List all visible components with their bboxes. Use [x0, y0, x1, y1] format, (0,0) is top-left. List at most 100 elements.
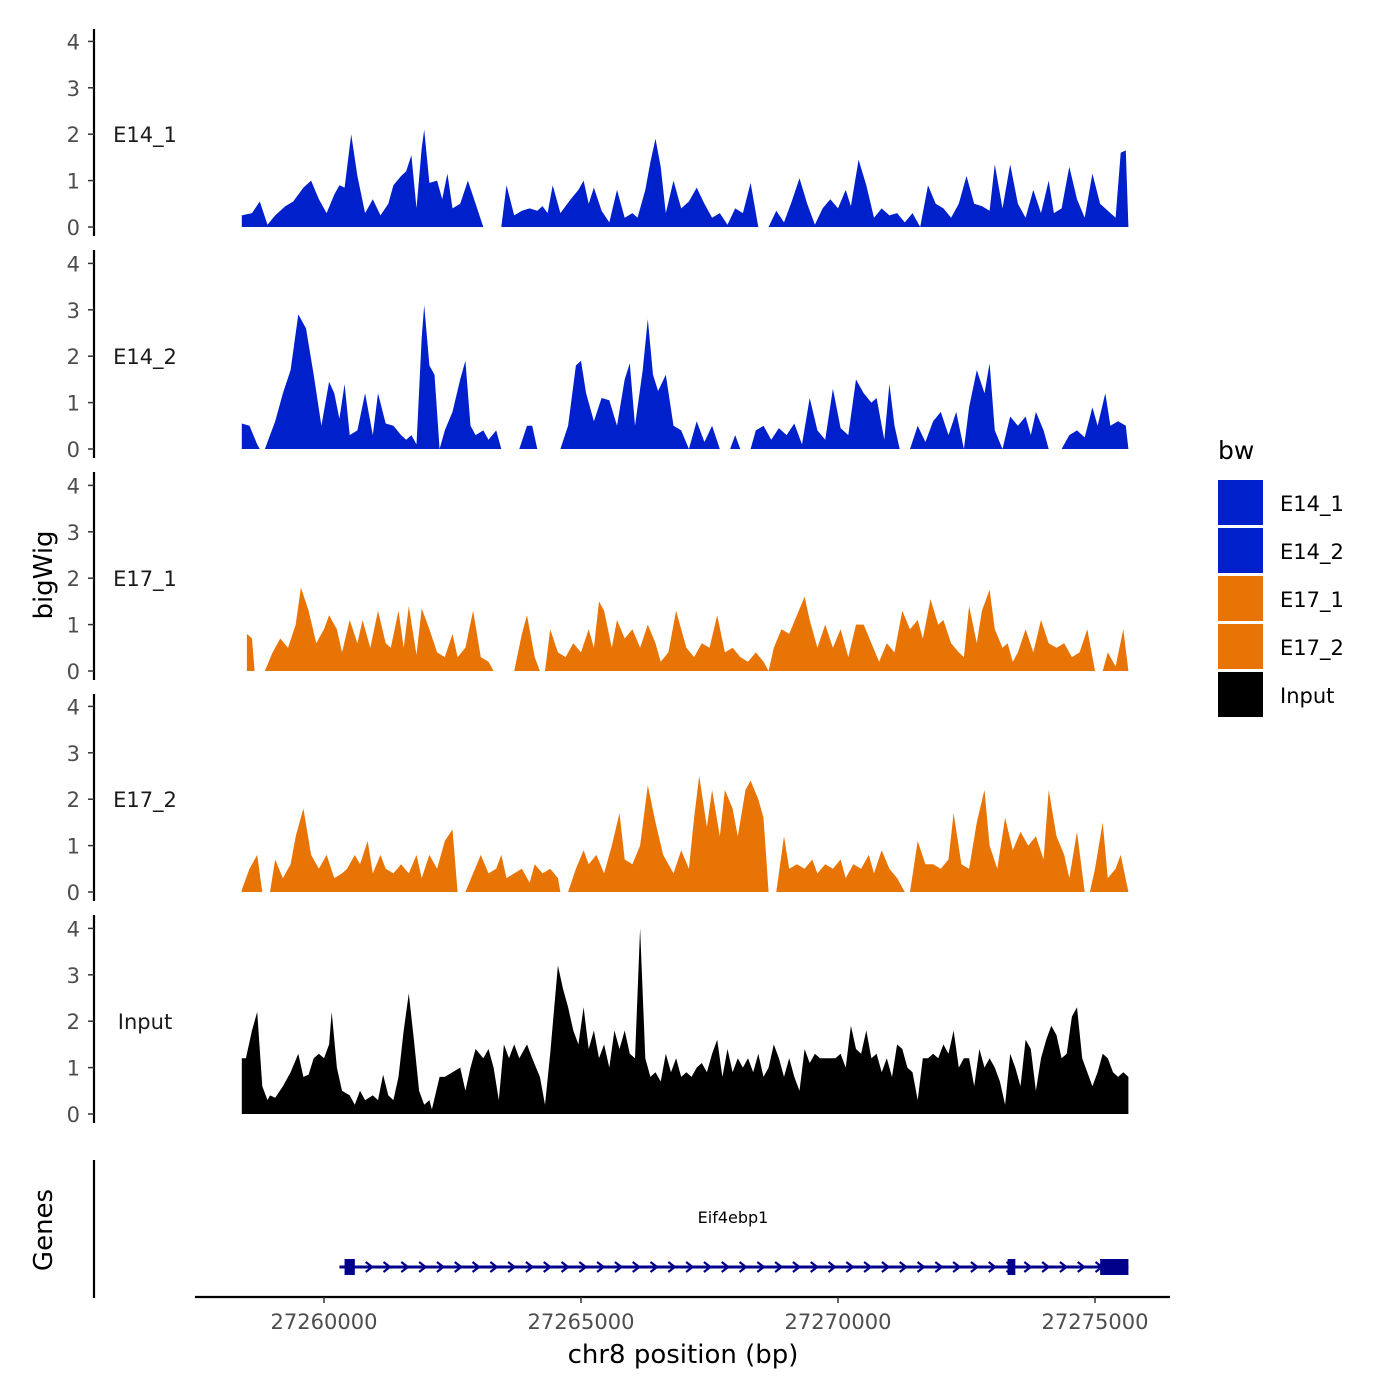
y-axis-title: bigWig — [29, 530, 59, 619]
strand-arrow — [810, 1261, 820, 1273]
legend-item-E17_1: E17_1 — [1218, 576, 1344, 621]
y-tick-label: 4 — [67, 917, 80, 941]
strand-arrow — [489, 1261, 499, 1273]
strand-arrow — [970, 1261, 980, 1273]
strand-arrow — [525, 1261, 535, 1273]
strand-arrow — [667, 1261, 677, 1273]
strand-arrow — [863, 1261, 873, 1273]
track-label: E14_2 — [113, 345, 177, 370]
strand-arrow — [827, 1261, 837, 1273]
signal-tracks: 0 1 2 3 4 E14_1 0 1 2 3 4 E14_2 0 1 2 3 4 E17_1 0 1 2 3 4 E17_2… — [67, 29, 1129, 1127]
y-tick-label: 4 — [67, 30, 80, 54]
legend-label: Input — [1280, 684, 1334, 708]
gene-exon — [1007, 1259, 1016, 1275]
strand-arrow — [685, 1261, 695, 1273]
y-tick-label: 4 — [67, 695, 80, 719]
y-tick-label: 3 — [67, 521, 80, 545]
legend-item-E14_2: E14_2 — [1218, 528, 1344, 573]
legend-label: E17_1 — [1280, 588, 1344, 613]
strand-arrow — [614, 1261, 624, 1273]
legend-swatch — [1218, 624, 1263, 669]
strand-arrow — [382, 1261, 392, 1273]
y-tick-label: 1 — [67, 392, 80, 416]
legend-swatch — [1218, 528, 1263, 573]
y-tick-label: 0 — [67, 1103, 80, 1127]
x-axis: 27260000 27265000 27270000 27275000 — [195, 1295, 1170, 1334]
track-label: E17_2 — [113, 788, 177, 813]
track-Input: 0 1 2 3 4 Input — [67, 915, 1129, 1127]
strand-arrow — [721, 1261, 731, 1273]
strand-arrow — [881, 1261, 891, 1273]
y-tick-label: 2 — [67, 1010, 80, 1034]
y-tick-label: 0 — [67, 881, 80, 905]
legend: bw E14_1 E14_2 E17_1 E17_2 Input — [1218, 436, 1344, 717]
legend-label: E17_2 — [1280, 636, 1344, 661]
strand-arrow — [632, 1261, 642, 1273]
strand-arrow — [596, 1261, 606, 1273]
y-tick-label: 3 — [67, 964, 80, 988]
strand-arrow — [507, 1261, 517, 1273]
strand-arrow — [1041, 1261, 1051, 1273]
strand-arrow — [899, 1261, 909, 1273]
strand-arrow — [543, 1261, 553, 1273]
y-tick-label: 2 — [67, 345, 80, 369]
gene-name-label: Eif4ebp1 — [698, 1208, 769, 1227]
genes-track: Genes Eif4ebp1 — [29, 1160, 1129, 1298]
strand-arrow — [934, 1261, 944, 1273]
signal-area-E17_1 — [246, 587, 1129, 671]
y-tick-label: 1 — [67, 614, 80, 638]
strand-arrow — [365, 1261, 375, 1273]
strand-arrow — [1059, 1261, 1069, 1273]
strand-arrow — [952, 1261, 962, 1273]
legend-item-E17_2: E17_2 — [1218, 624, 1344, 669]
strand-arrow — [845, 1261, 855, 1273]
signal-area-E14_1 — [241, 129, 1129, 227]
strand-arrow — [1077, 1261, 1087, 1273]
legend-label: E14_2 — [1280, 540, 1344, 565]
legend-item-E14_1: E14_1 — [1218, 480, 1344, 525]
y-tick-label: 1 — [67, 1057, 80, 1081]
x-tick-label: 27275000 — [1042, 1310, 1149, 1334]
y-tick-label: 4 — [67, 252, 80, 276]
genes-track-label: Genes — [29, 1189, 59, 1271]
y-tick-label: 1 — [67, 835, 80, 859]
x-tick-label: 27270000 — [785, 1310, 892, 1334]
track-E14_2: 0 1 2 3 4 E14_2 — [67, 250, 1129, 462]
track-E14_1: 0 1 2 3 4 E14_1 — [67, 29, 1129, 240]
legend-swatch — [1218, 480, 1263, 525]
x-tick-label: 27260000 — [271, 1310, 378, 1334]
strand-arrow — [916, 1261, 926, 1273]
gene-exon — [344, 1259, 355, 1275]
strand-arrow — [436, 1261, 446, 1273]
y-tick-label: 2 — [67, 788, 80, 812]
y-tick-label: 0 — [67, 660, 80, 684]
strand-arrow — [1023, 1261, 1033, 1273]
strand-arrow — [792, 1261, 802, 1273]
legend-item-Input: Input — [1218, 672, 1334, 717]
track-label: Input — [118, 1010, 172, 1034]
legend-swatch — [1218, 672, 1263, 717]
y-tick-label: 4 — [67, 474, 80, 498]
track-E17_1: 0 1 2 3 4 E17_1 — [67, 472, 1129, 684]
track-label: E17_1 — [113, 567, 177, 592]
signal-area-E14_2 — [241, 305, 1129, 449]
legend-label: E14_1 — [1280, 492, 1344, 517]
strand-arrow — [649, 1261, 659, 1273]
signal-area-Input — [241, 928, 1129, 1114]
y-tick-label: 0 — [67, 216, 80, 240]
signal-area-E17_2 — [241, 776, 1129, 892]
track-E17_2: 0 1 2 3 4 E17_2 — [67, 694, 1129, 905]
gene-exon — [1100, 1259, 1129, 1275]
strand-arrow — [756, 1261, 766, 1273]
y-tick-label: 1 — [67, 170, 80, 194]
legend-swatch — [1218, 576, 1263, 621]
y-tick-label: 3 — [67, 77, 80, 101]
strand-arrow — [774, 1261, 784, 1273]
strand-arrow — [560, 1261, 570, 1273]
strand-arrow — [578, 1261, 588, 1273]
strand-arrow — [400, 1261, 410, 1273]
strand-arrow — [418, 1261, 428, 1273]
strand-arrow — [454, 1261, 464, 1273]
strand-arrow — [738, 1261, 748, 1273]
